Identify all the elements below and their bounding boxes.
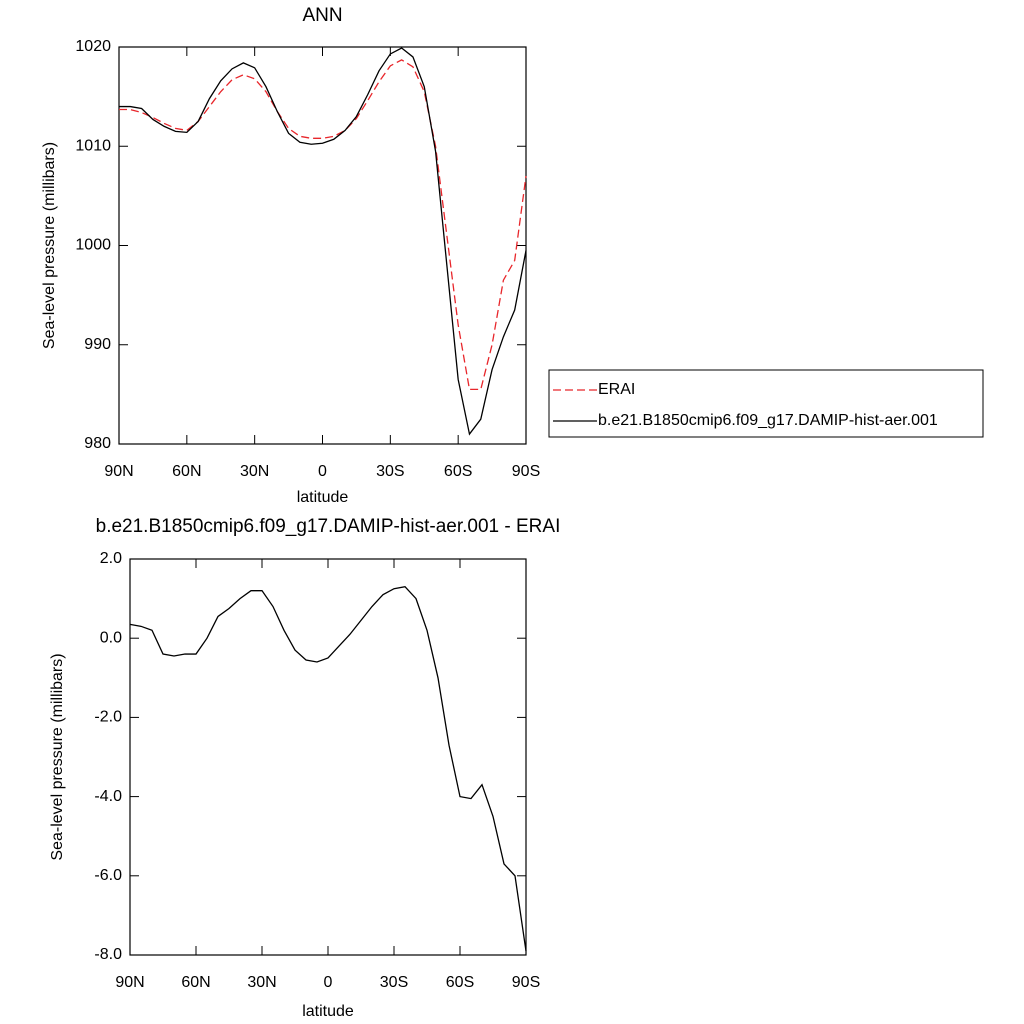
y-tick-label: -6.0 xyxy=(94,867,122,884)
y-tick-label: 990 xyxy=(84,336,111,353)
y-tick-label: -8.0 xyxy=(94,946,122,963)
chart-title: ANN xyxy=(302,5,342,26)
x-tick-label: 60S xyxy=(444,463,472,480)
x-tick-label: 90S xyxy=(512,463,540,480)
x-tick-label: 0 xyxy=(318,463,327,480)
chart-title: b.e21.B1850cmip6.f09_g17.DAMIP-hist-aer.… xyxy=(96,516,561,537)
x-tick-label: 60N xyxy=(172,463,201,480)
x-axis-title: latitude xyxy=(302,1003,354,1020)
y-tick-label: 2.0 xyxy=(100,550,122,567)
x-tick-label: 60N xyxy=(181,974,210,991)
legend-frame xyxy=(548,369,984,438)
x-tick-label: 30S xyxy=(376,463,404,480)
legend-label: b.e21.B1850cmip6.f09_g17.DAMIP-hist-aer.… xyxy=(598,412,938,429)
x-tick-label: 90N xyxy=(104,463,133,480)
y-tick-label: -2.0 xyxy=(94,709,122,726)
x-tick-label: 30N xyxy=(240,463,269,480)
y-tick-label: 980 xyxy=(84,435,111,452)
plot-frame xyxy=(129,558,527,956)
legend-label: ERAI xyxy=(598,381,635,398)
y-tick-label: -4.0 xyxy=(94,788,122,805)
x-tick-label: 30N xyxy=(247,974,276,991)
x-axis-title: latitude xyxy=(297,489,349,506)
y-tick-label: 1010 xyxy=(75,137,111,154)
y-tick-label: 0.0 xyxy=(100,629,122,646)
y-axis-title: Sea-level pressure (millibars) xyxy=(41,142,58,349)
x-tick-label: 30S xyxy=(380,974,408,991)
plot-frame xyxy=(118,46,527,445)
y-axis-title: Sea-level pressure (millibars) xyxy=(49,653,66,860)
x-tick-label: 90S xyxy=(512,974,540,991)
data-line xyxy=(119,59,527,391)
x-tick-label: 0 xyxy=(324,974,333,991)
y-tick-label: 1020 xyxy=(75,38,111,55)
data-line xyxy=(129,586,527,952)
x-tick-label: 60S xyxy=(446,974,474,991)
data-line xyxy=(119,47,527,436)
y-tick-label: 1000 xyxy=(75,237,111,254)
x-tick-label: 90N xyxy=(115,974,144,991)
